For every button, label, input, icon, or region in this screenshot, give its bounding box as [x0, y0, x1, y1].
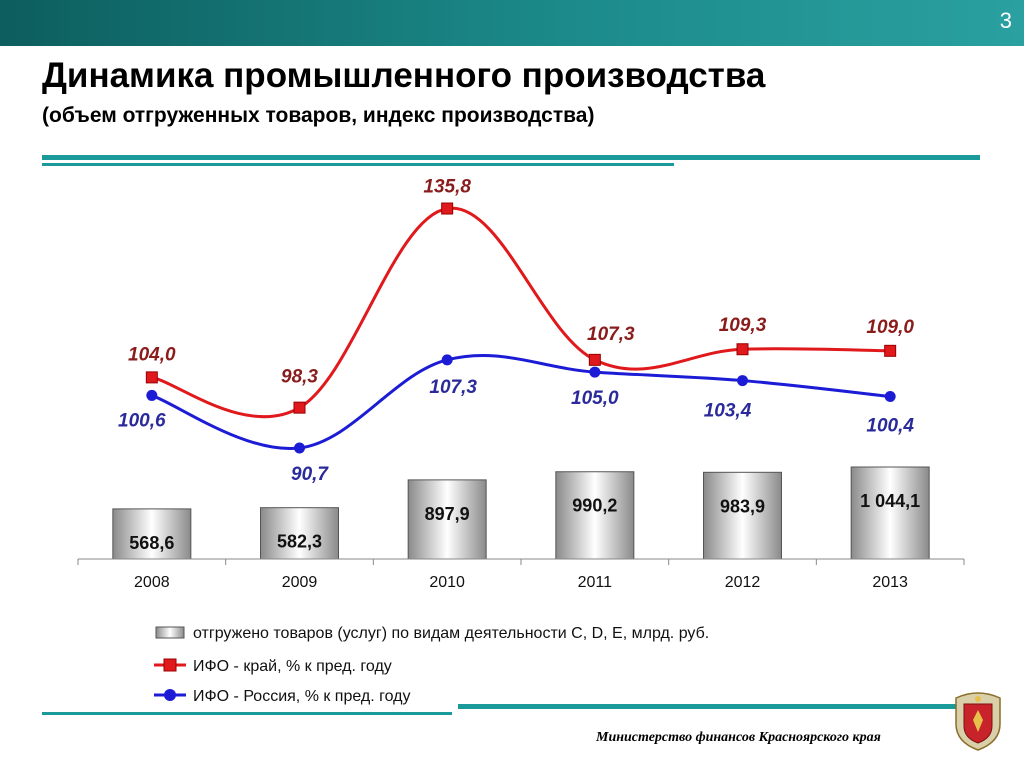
- russia-point: [294, 442, 305, 454]
- x-tick-label: 2011: [578, 574, 613, 591]
- x-tick-label: 2008: [134, 574, 170, 591]
- region-point: [736, 343, 749, 356]
- bar: [112, 508, 192, 560]
- russia-value-label: 107,3: [429, 377, 477, 398]
- russia-value-label: 105,0: [571, 388, 619, 409]
- russia-point: [146, 389, 158, 401]
- region-value-label: 98,3: [281, 367, 318, 388]
- bar-value-label: 568,6: [129, 533, 174, 553]
- bar: [850, 466, 930, 560]
- region-value-label: 135,8: [423, 177, 471, 198]
- russia-point: [441, 354, 453, 366]
- bar: [260, 507, 339, 560]
- footer-ministry-name: Министерство финансов Красноярского края: [596, 730, 881, 745]
- bar-value-label: 1 044,1: [860, 491, 920, 511]
- coat-of-arms-icon: [955, 692, 1001, 751]
- region-value-label: 104,0: [128, 344, 176, 365]
- title-rule-thick: [42, 155, 980, 160]
- slide-number: 3: [999, 8, 1012, 33]
- legend-bar-swatch: [155, 626, 185, 639]
- legend-region-marker: [163, 658, 177, 672]
- region-point: [293, 401, 306, 414]
- bar: [555, 471, 635, 560]
- region-point: [441, 202, 454, 215]
- header-bar: 3: [0, 0, 1024, 46]
- legend-bar-label: отгружено товаров (услуг) по видам деяте…: [193, 625, 709, 642]
- x-tick-label: 2010: [429, 574, 465, 591]
- title-rule-thin: [42, 163, 674, 166]
- legend-russia-marker: [164, 689, 176, 701]
- bar-value-label: 983,9: [720, 496, 765, 516]
- russia-point: [589, 366, 601, 378]
- footer-rule-right: [458, 704, 958, 709]
- x-tick-label: 2012: [725, 574, 761, 591]
- region-point: [588, 353, 601, 366]
- legend-region-label: ИФО - край, % к пред. году: [193, 658, 392, 675]
- bar-value-label: 990,2: [572, 496, 617, 516]
- russia-value-label: 100,6: [118, 410, 166, 431]
- bar-value-label: 582,3: [277, 532, 322, 552]
- slide-title: Динамика промышленного производства: [42, 56, 766, 95]
- russia-point: [884, 390, 896, 402]
- bar-value-label: 897,9: [425, 504, 470, 524]
- russia-value-label: 90,7: [291, 464, 329, 485]
- footer-rule-left: [42, 712, 452, 715]
- x-tick-label: 2013: [872, 574, 908, 591]
- region-value-label: 109,0: [866, 317, 914, 338]
- russia-point: [737, 375, 748, 387]
- region-point: [884, 344, 897, 357]
- x-tick-label: 2009: [282, 574, 318, 591]
- region-value-label: 109,3: [719, 315, 767, 336]
- bar: [703, 471, 782, 560]
- region-point: [145, 371, 158, 384]
- russia-value-label: 100,4: [866, 415, 914, 436]
- russia-value-label: 103,4: [704, 401, 752, 422]
- slide-subtitle: (объем отгруженных товаров, индекс произ…: [42, 104, 595, 127]
- legend-russia-label: ИФО - Россия, % к пред. году: [193, 688, 411, 705]
- russia-index-line: [151, 353, 891, 451]
- region-value-label: 107,3: [587, 324, 635, 345]
